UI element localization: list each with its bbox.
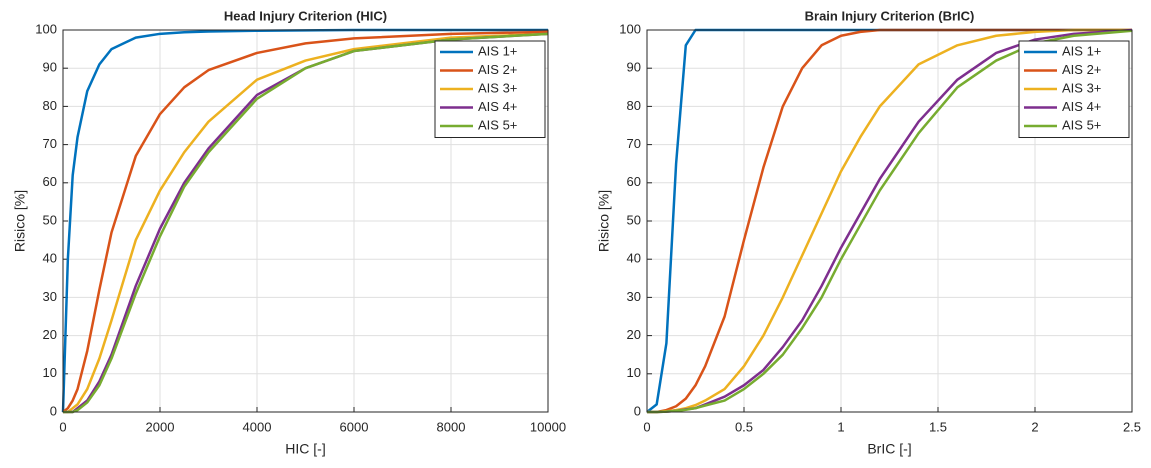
x-tick-label: 6000 xyxy=(340,419,369,434)
y-tick-label: 60 xyxy=(627,174,641,189)
y-tick-label: 40 xyxy=(627,251,641,266)
data-line xyxy=(647,29,1133,414)
x-axis-label: BrIC [-] xyxy=(867,441,911,457)
y-tick-label: 80 xyxy=(43,98,57,113)
y-tick-label: 20 xyxy=(627,327,641,342)
x-tick-label: 2 xyxy=(1031,419,1038,434)
legend-label: AIS 2+ xyxy=(478,62,517,77)
axes-box xyxy=(62,29,549,413)
y-tick-label: 0 xyxy=(50,403,57,418)
x-tick-label: 4000 xyxy=(243,419,272,434)
legend-label: AIS 1+ xyxy=(478,43,517,58)
y-tick-label: 10 xyxy=(43,365,57,380)
legend-label: AIS 4+ xyxy=(1062,99,1101,114)
data-line xyxy=(63,32,549,414)
legend-label: AIS 2+ xyxy=(1062,62,1101,77)
chart-title: Brain Injury Criterion (BrIC) xyxy=(805,8,975,23)
legend-label: AIS 1+ xyxy=(1062,43,1101,58)
x-tick-label: 0.5 xyxy=(735,419,753,434)
chart-title: Head Injury Criterion (HIC) xyxy=(224,8,387,23)
y-axis-label: Risico [%] xyxy=(596,190,612,252)
y-tick-label: 30 xyxy=(627,289,641,304)
x-axis-label: HIC [-] xyxy=(285,441,325,457)
y-tick-label: 50 xyxy=(43,212,57,227)
x-tick-label: 0 xyxy=(59,419,66,434)
y-tick-label: 90 xyxy=(43,60,57,75)
x-tick-label: 2.5 xyxy=(1123,419,1141,434)
legend-label: AIS 3+ xyxy=(1062,80,1101,95)
y-tick-label: 60 xyxy=(43,174,57,189)
y-tick-label: 70 xyxy=(627,136,641,151)
y-tick-label: 20 xyxy=(43,327,57,342)
y-tick-label: 100 xyxy=(35,21,57,36)
data-line xyxy=(63,32,549,414)
x-tick-label: 1 xyxy=(837,419,844,434)
legend-label: AIS 5+ xyxy=(1062,117,1101,132)
y-tick-label: 80 xyxy=(627,98,641,113)
x-tick-label: 2000 xyxy=(146,419,175,434)
y-tick-label: 30 xyxy=(43,289,57,304)
y-tick-label: 0 xyxy=(634,403,641,418)
y-tick-label: 40 xyxy=(43,251,57,266)
y-tick-label: 70 xyxy=(43,136,57,151)
data-line xyxy=(62,30,549,413)
x-tick-label: 0 xyxy=(643,419,650,434)
y-tick-label: 90 xyxy=(627,60,641,75)
legend-label: AIS 4+ xyxy=(478,99,517,114)
x-tick-label: 8000 xyxy=(437,419,466,434)
y-axis-label: Risico [%] xyxy=(12,190,28,252)
axes-box xyxy=(646,29,1133,413)
x-tick-label: 10000 xyxy=(530,419,566,434)
y-tick-label: 100 xyxy=(619,21,641,36)
x-tick-label: 1.5 xyxy=(929,419,947,434)
legend-label: AIS 3+ xyxy=(478,80,517,95)
y-tick-label: 50 xyxy=(627,212,641,227)
y-tick-label: 10 xyxy=(627,365,641,380)
legend-label: AIS 5+ xyxy=(478,117,517,132)
